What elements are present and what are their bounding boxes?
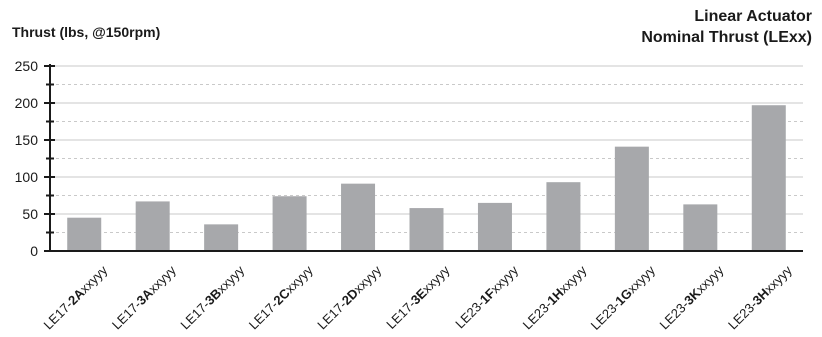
bar [204,224,239,251]
x-tick-label: LE17-2Dxxyyy [314,262,384,332]
bars [67,105,786,251]
x-tick-label: LE23-1Hxxyyy [520,262,590,332]
chart-title: Linear Actuator Nominal Thrust (LExx) [641,6,812,48]
axes [44,64,803,252]
bar [272,196,307,251]
y-tick-label: 0 [30,243,38,259]
x-tick-label: LE23-1Fxxyyy [452,262,521,331]
bar [67,217,102,251]
bar [135,201,170,251]
bar [341,183,376,251]
x-tick-label: LE23-3Kxxyyy [657,262,727,332]
y-tick-labels: 0 50 100 150 200 250 [15,58,39,259]
bar [409,208,444,251]
y-axis-label: Thrust (lbs, @150rpm) [12,24,161,40]
y-tick-label: 200 [15,95,39,111]
x-tick-label: LE23-1Gxxyyy [588,262,659,333]
bar [751,105,786,251]
bar [683,204,718,251]
y-tick-label: 50 [22,206,38,222]
bar [477,202,512,251]
x-tick-labels: LE17-2AxxyyyLE17-3AxxyyyLE17-3BxxyyyLE17… [40,262,795,333]
y-tick-label: 150 [15,132,39,148]
x-tick-label: LE17-3Bxxyyy [177,262,247,332]
chart-title-line-2: Nominal Thrust (LExx) [641,29,812,46]
x-tick-label: LE23-3Hxxyyy [725,262,795,332]
x-tick-label: LE17-2Cxxyyy [246,262,316,332]
y-tick-label: 250 [15,58,39,74]
x-tick-label: LE17-3Axxyyy [109,262,179,332]
bar [546,182,581,251]
y-tick-label: 100 [15,169,39,185]
chart-title-line-1: Linear Actuator [694,8,812,25]
x-tick-label: LE17-3Exxyyy [383,262,453,332]
x-tick-label: LE17-2Axxyyy [40,262,110,332]
bar [614,146,649,251]
